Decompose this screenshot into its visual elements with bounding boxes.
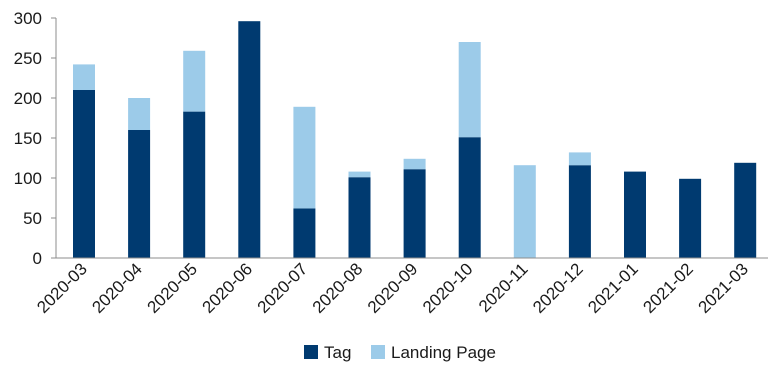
bar-landing-page-2020-03	[73, 64, 95, 90]
bar-landing-page-2020-12	[568, 152, 591, 166]
x-tick-label: 2020-09	[364, 259, 422, 317]
bar-tag-2020-06	[238, 21, 261, 259]
x-tick-label: 2020-10	[419, 259, 477, 317]
x-tick-label: 2021-01	[584, 259, 642, 317]
x-axis: 2020-032020-042020-052020-062020-072020-…	[33, 257, 768, 317]
y-axis: 0 50 100 150 200 250 300	[14, 9, 57, 268]
bar-tag-2020-03	[73, 90, 95, 258]
legend: Tag Landing Page	[304, 343, 496, 362]
bar-tag-2020-04	[128, 130, 151, 258]
bar-landing-page-2020-08	[348, 171, 371, 178]
bar-tag-2020-08	[348, 177, 371, 258]
y-tick-label: 150	[14, 129, 42, 148]
legend-swatch-landing-page	[371, 345, 385, 359]
bars	[73, 21, 757, 259]
y-tick-label: 200	[14, 89, 42, 108]
bar-tag-2020-05	[183, 111, 206, 258]
x-tick-label: 2021-03	[694, 259, 752, 317]
y-tick-label: 0	[33, 249, 42, 268]
x-tick-label: 2020-04	[88, 259, 146, 317]
bar-tag-2020-07	[293, 208, 316, 258]
x-tick-label: 2020-03	[33, 259, 91, 317]
legend-label-tag: Tag	[324, 343, 351, 362]
bar-tag-2020-09	[403, 169, 426, 258]
y-tick-label: 250	[14, 49, 42, 68]
x-tick-label: 2020-11	[475, 259, 532, 316]
x-tick-label: 2020-08	[309, 259, 367, 317]
bar-tag-2020-10	[458, 137, 481, 258]
bar-landing-page-2020-07	[293, 106, 316, 209]
bar-landing-page-2020-04	[128, 98, 151, 130]
bar-tag-2021-03	[734, 162, 757, 258]
y-tick-label: 50	[23, 209, 42, 228]
bar-landing-page-2020-05	[183, 50, 206, 112]
y-tick-label: 100	[14, 169, 42, 188]
bar-tag-2021-01	[624, 171, 646, 258]
bar-tag-2021-02	[679, 178, 702, 258]
bar-landing-page-2020-10	[458, 42, 481, 138]
bar-landing-page-2020-11	[513, 165, 536, 258]
legend-label-landing-page: Landing Page	[391, 343, 496, 362]
x-tick-label: 2021-02	[639, 259, 697, 317]
x-tick-label: 2020-12	[529, 259, 587, 317]
bar-tag-2020-12	[568, 165, 591, 258]
x-tick-label: 2020-05	[143, 259, 201, 317]
bar-landing-page-2020-09	[403, 158, 426, 170]
x-tick-label: 2020-07	[254, 259, 312, 317]
y-tick-label: 300	[14, 9, 42, 28]
legend-swatch-tag	[304, 345, 318, 359]
x-tick-label: 2020-06	[199, 259, 257, 317]
